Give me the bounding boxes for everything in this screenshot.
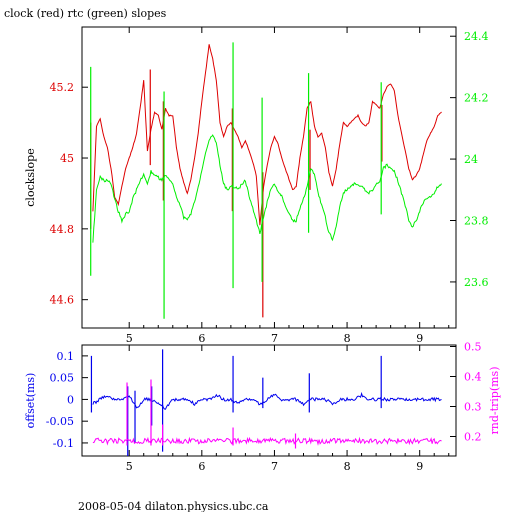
bottom-right-axis: 0.2 0.3 0.4 0.5: [450, 341, 482, 444]
x-tick-label: 8: [344, 460, 351, 473]
top-plot-frame: [81, 26, 457, 329]
left-tick-label: -0.05: [46, 415, 74, 428]
x-tick-label: 9: [416, 332, 423, 345]
top-right-axis: 23.6 23.8 24 24.2 24.4: [450, 30, 489, 289]
left-tick-label: 44.8: [50, 223, 75, 236]
figure-title: clock (red) rtc (green) slopes: [4, 7, 167, 20]
right-tick-label: 23.6: [464, 276, 489, 289]
right-tick-label: 23.8: [464, 215, 489, 228]
left-tick-label: 0.05: [50, 372, 75, 385]
x-tick-label: 7: [271, 332, 278, 345]
bottom-right-axis-label: rnd-trip(ms): [488, 367, 501, 435]
series-line-clock: [92, 44, 442, 226]
top-left-axis-label: clockslope: [24, 148, 37, 206]
x-tick-label: 8: [344, 332, 351, 345]
right-tick-label: 24: [464, 153, 478, 166]
top-x-axis: 5 6 7 8 9: [126, 27, 450, 345]
figure-footer: 2008-05-04 dilaton.physics.ubc.ca: [78, 500, 269, 512]
left-tick-label: 45.2: [50, 81, 75, 94]
right-tick-label: 24.4: [464, 30, 489, 43]
right-tick-label: 0.3: [464, 401, 482, 414]
right-tick-label: 0.2: [464, 431, 482, 444]
right-tick-label: 0.5: [464, 341, 482, 354]
x-tick-label: 6: [198, 460, 205, 473]
left-tick-label: 0: [67, 393, 74, 406]
series-line-rtc: [92, 134, 442, 243]
series-line-rnd-trip: [92, 436, 442, 446]
right-tick-label: 24.2: [464, 92, 489, 105]
bottom-left-axis: -0.1 -0.05 0 0.05 0.1: [46, 350, 88, 450]
x-tick-label: 5: [126, 460, 133, 473]
bottom-x-axis: 5 6 7 8 9: [126, 345, 450, 473]
series-line-offset: [92, 391, 442, 410]
x-tick-label: 7: [271, 460, 278, 473]
top-series-layer: [90, 42, 442, 319]
left-tick-label: 44.6: [50, 294, 75, 307]
bottom-series-layer: [90, 349, 442, 456]
left-tick-label: 0.1: [57, 350, 75, 363]
top-left-axis: 44.6 44.8 45 45.2: [50, 81, 88, 307]
right-tick-label: 0.4: [464, 371, 482, 384]
bottom-left-axis-label: offset(ms): [24, 373, 37, 429]
x-tick-label: 6: [198, 332, 205, 345]
bottom-chart: -0.1 -0.05 0 0.05 0.1 0.2 0.3 0.4 0.5 5 6 7 8 9 off…: [24, 341, 501, 474]
x-tick-label: 5: [126, 332, 133, 345]
left-tick-label: -0.1: [53, 437, 74, 450]
x-tick-label: 9: [416, 460, 423, 473]
left-tick-label: 45: [60, 152, 74, 165]
bottom-plot-frame: [81, 344, 457, 457]
